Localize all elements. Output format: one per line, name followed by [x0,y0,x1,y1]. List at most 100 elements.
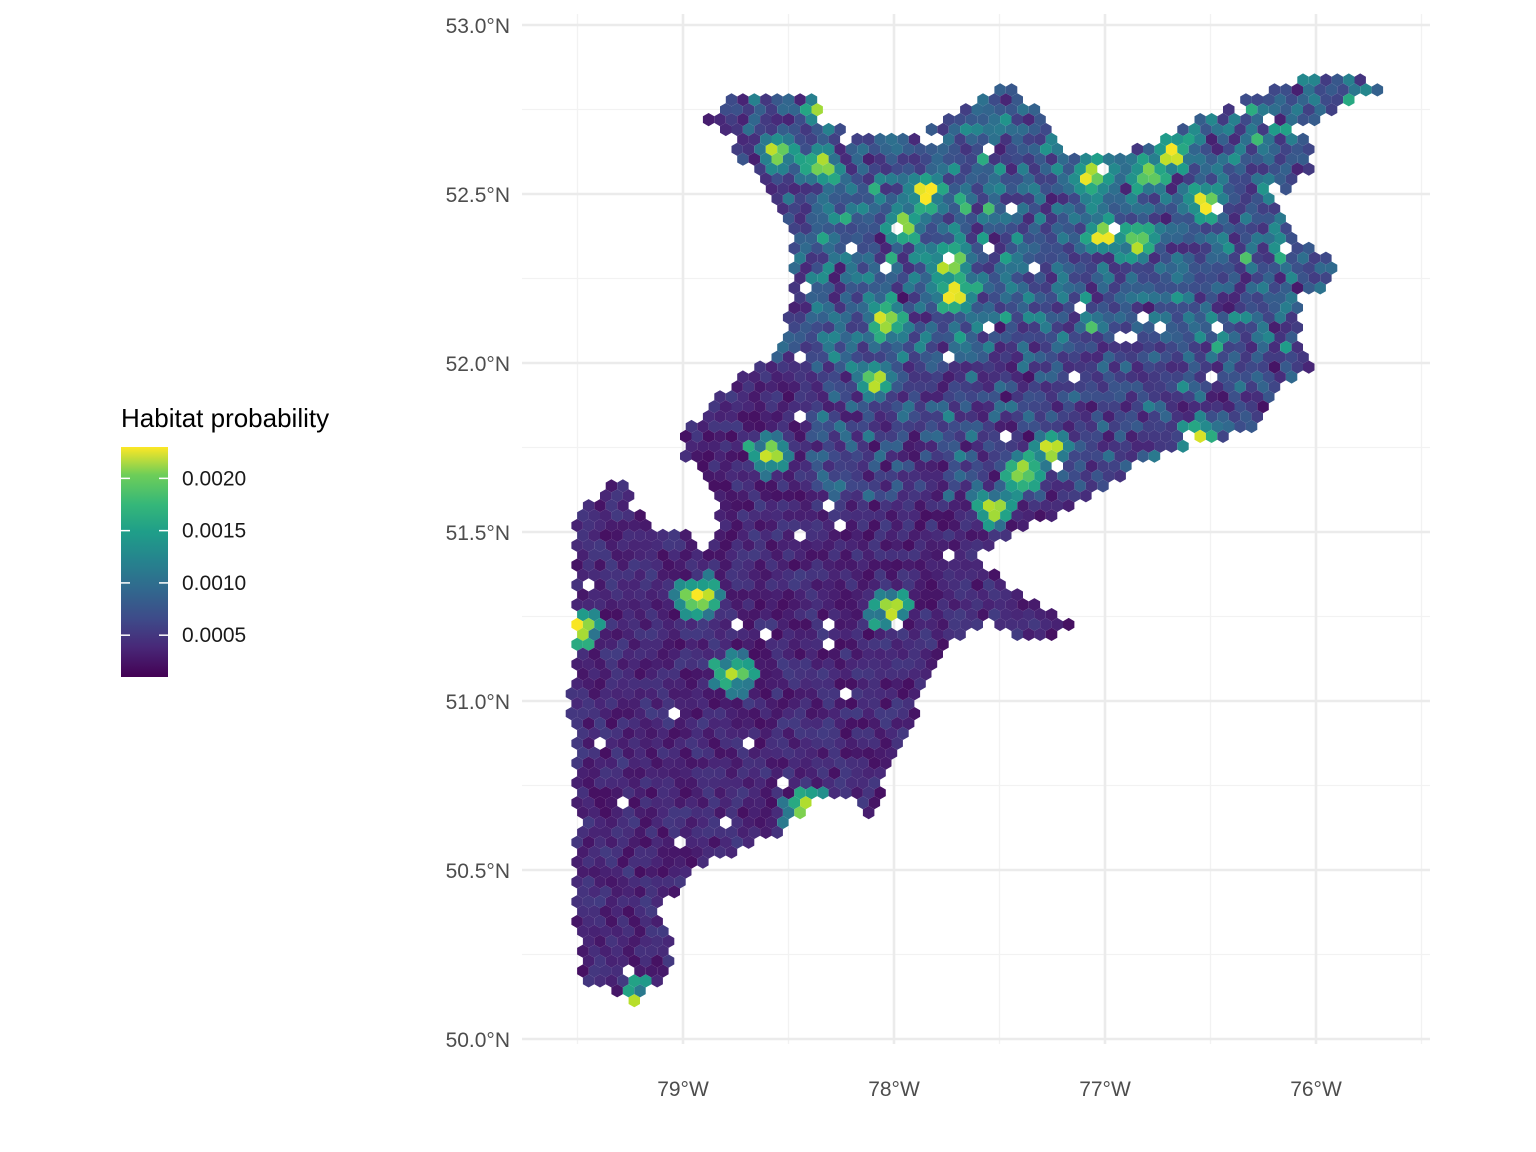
hex-cell [925,261,938,275]
hex-cell [788,419,801,434]
hex-cell [1068,311,1081,325]
hex-cell [1257,261,1269,275]
hex-cell [1017,439,1029,453]
hex-cell [754,657,766,671]
hex-cell [1137,330,1149,344]
hex-cell [1200,301,1212,315]
hex-cell [1320,73,1332,87]
hex-cell [1028,221,1041,236]
hex-cell [680,746,692,760]
hex-cell [1205,311,1218,325]
hex-cell [708,697,720,711]
hex-cell [662,637,675,651]
hex-cell [680,548,692,562]
hex-cell [943,311,955,325]
hex-cell [685,419,698,434]
hex-cell [925,598,938,612]
hex-cell [571,875,583,889]
hex-cell [611,707,623,721]
hex-cell [1280,221,1292,236]
hex-cell [782,469,795,483]
hex-cell [937,281,949,295]
hex-cell [737,489,749,503]
hex-cell [845,162,858,176]
hex-cell [1268,320,1281,335]
hex-cell [868,736,881,750]
hex-cell [1040,459,1052,473]
hex-cell [948,439,961,453]
hex-cell [885,608,898,622]
hex-cell [1285,152,1298,166]
hex-cell [994,182,1006,196]
hex-cell [754,499,766,513]
hex-cell [1303,261,1315,275]
hex-cell [965,311,978,325]
hex-cell [845,538,858,552]
hex-cell [1114,231,1126,245]
hex-cell [1154,360,1166,374]
hex-cell [983,103,995,117]
hex-cell [943,528,955,542]
hex-cell [1080,449,1092,463]
hex-cell [1005,479,1018,493]
hex-cell [1143,202,1155,216]
hex-cell [577,746,589,760]
hex-cell [1080,350,1092,364]
hex-cell [1223,281,1235,295]
hex-cell [948,320,961,335]
hex-cell [605,914,618,929]
hex-cell [662,934,675,948]
hex-cell [925,122,938,137]
hex-cell [880,202,892,216]
hex-cell [645,667,658,681]
hex-cell [622,687,635,701]
hex-cell [782,172,795,186]
hex-cell [782,429,795,443]
hex-cell [1097,360,1109,374]
hex-cell [828,568,841,582]
hex-cell [954,330,966,344]
hex-cell [805,132,818,146]
hex-cell [777,657,789,671]
hex-cell [897,568,909,582]
hex-cell [1240,350,1252,364]
hex-cell [651,558,663,572]
hex-cell [1034,212,1046,226]
hex-cell [943,192,955,206]
hex-cell [1183,271,1195,285]
hex-cell [714,806,726,820]
hex-cell [937,142,949,156]
hex-cell [1000,271,1012,285]
hex-cell [965,212,978,226]
hex-cell [645,924,658,938]
hex-cell [1205,212,1218,226]
hex-cell [1051,301,1063,315]
hex-cell [680,845,692,859]
hex-cell [977,231,989,245]
hex-cell [828,509,841,523]
hex-cell [868,380,881,394]
hex-cell [1080,489,1092,503]
hex-cell [800,637,812,651]
hex-cell [754,439,766,453]
hex-cell [1217,390,1229,404]
hex-cell [897,489,909,503]
hex-cell [697,419,709,434]
hex-cell [1234,281,1246,295]
hex-cell [1274,231,1286,245]
hex-cell [1154,439,1166,453]
hex-cell [1131,162,1143,176]
hex-cell [828,726,841,740]
hex-cell [828,548,841,562]
hex-cell [811,637,823,651]
hex-cell [685,776,698,790]
hex-cell [622,489,635,503]
hex-cell [902,637,915,651]
hex-cell [588,528,600,542]
hex-cell [885,192,898,206]
hex-cell [777,202,789,216]
hex-cell [880,340,892,354]
hex-cell [577,667,589,681]
hex-cell [811,202,823,216]
hex-cell [994,241,1006,255]
